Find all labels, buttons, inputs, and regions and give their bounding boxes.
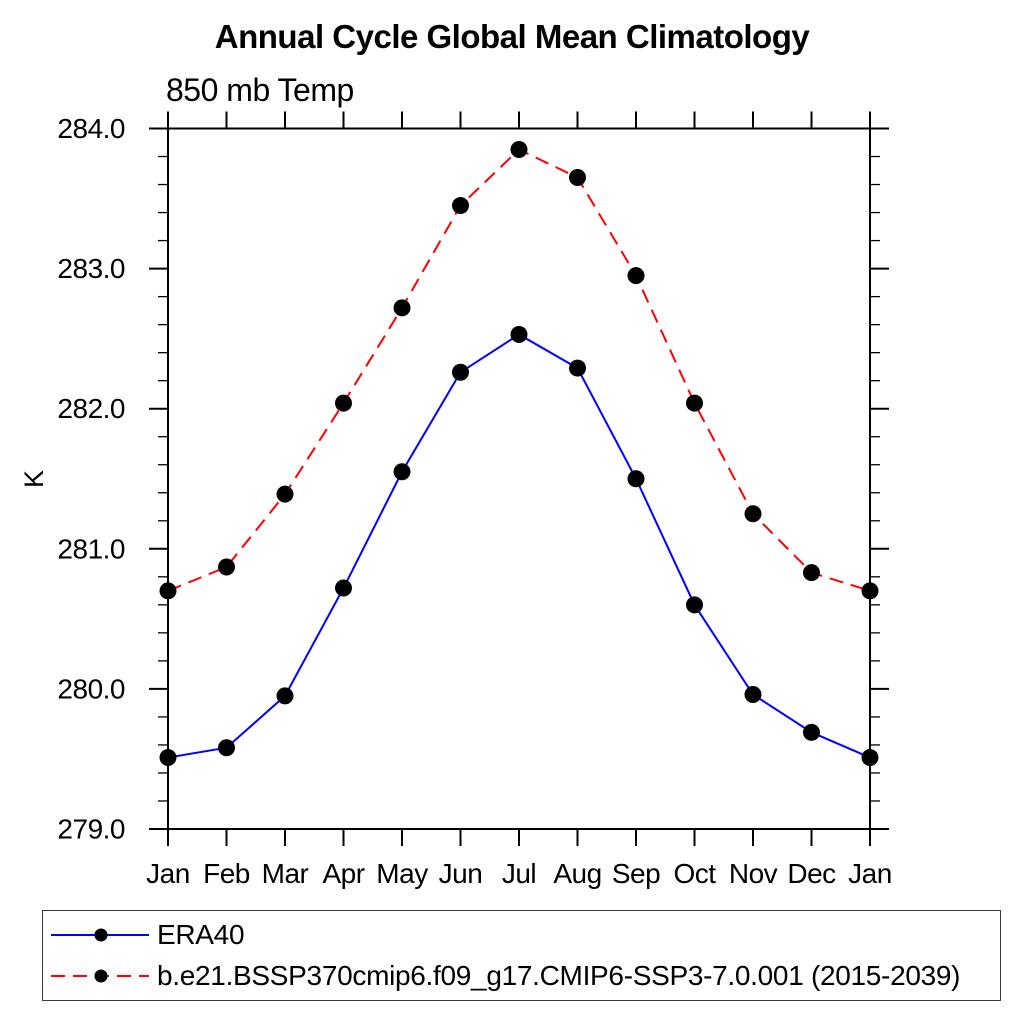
data-point-marker <box>569 169 586 187</box>
data-point-marker <box>218 739 235 757</box>
month-label: Jan <box>146 858 190 889</box>
month-label: Jan <box>848 858 892 889</box>
plot-area: Jan Feb Mar Apr May Jun Jul Aug Sep Oct Nov Dec Jan 2… <box>57 111 892 889</box>
data-point-marker <box>510 325 528 343</box>
data-point-marker <box>393 463 411 481</box>
y-tick-label: 284.0 <box>57 113 125 144</box>
data-point-marker <box>861 582 879 600</box>
data-point-marker <box>276 687 294 705</box>
y-tick-label: 280.0 <box>57 673 125 704</box>
month-label: Oct <box>673 858 716 889</box>
legend-line-sample-era40 <box>51 928 149 942</box>
month-label: Dec <box>787 858 836 889</box>
chart-subtitle: 850 mb Temp <box>166 72 354 108</box>
data-point-marker <box>686 394 703 412</box>
data-point-marker <box>627 267 645 285</box>
data-point-marker <box>686 596 703 614</box>
month-label: Jul <box>502 858 536 889</box>
month-label: Apr <box>322 858 364 889</box>
legend-sample-marker <box>94 928 108 942</box>
data-point-marker <box>159 749 177 767</box>
data-point-marker <box>452 197 469 215</box>
y-tick-label: 283.0 <box>57 253 125 284</box>
data-point-marker <box>335 394 352 412</box>
data-point-marker <box>393 299 411 317</box>
data-point-marker <box>744 686 762 704</box>
data-point-marker <box>276 485 294 503</box>
legend-item-era40: ERA40 <box>43 915 1000 956</box>
data-point-marker <box>569 359 586 377</box>
month-label: May <box>376 858 428 889</box>
data-point-marker <box>335 579 352 597</box>
data-point-marker <box>803 564 820 582</box>
plot-frame <box>167 127 871 830</box>
y-tick-label: 279.0 <box>57 814 125 845</box>
y-tick-label: 281.0 <box>57 533 125 564</box>
legend: ERA40 b.e21.BSSP370cmip6.f09_g17.CMIP6-S… <box>42 910 1001 1001</box>
legend-sample-marker <box>94 969 108 983</box>
month-label: Aug <box>553 858 601 889</box>
month-label: Mar <box>262 858 309 889</box>
data-point-marker <box>510 141 528 159</box>
legend-line-sample-model <box>51 969 149 983</box>
series-line-0 <box>167 333 871 759</box>
legend-item-model: b.e21.BSSP370cmip6.f09_g17.CMIP6-SSP3-7.… <box>43 956 1000 997</box>
chart-title: Annual Cycle Global Mean Climatology <box>214 18 810 55</box>
legend-label-era40: ERA40 <box>157 919 245 950</box>
data-point-marker <box>861 749 879 767</box>
month-label: Jun <box>439 858 483 889</box>
data-point-marker <box>159 582 177 600</box>
y-tick-label: 282.0 <box>57 393 125 424</box>
data-point-marker <box>218 558 235 576</box>
series-line-1 <box>167 148 871 592</box>
data-point-marker <box>452 363 469 381</box>
month-label: Nov <box>729 858 778 889</box>
month-label: Sep <box>612 858 660 889</box>
data-point-marker <box>744 505 762 523</box>
legend-label-model: b.e21.BSSP370cmip6.f09_g17.CMIP6-SSP3-7.… <box>157 960 961 991</box>
month-label: Feb <box>203 858 250 889</box>
data-point-marker <box>803 723 820 741</box>
data-point-marker <box>627 470 645 488</box>
